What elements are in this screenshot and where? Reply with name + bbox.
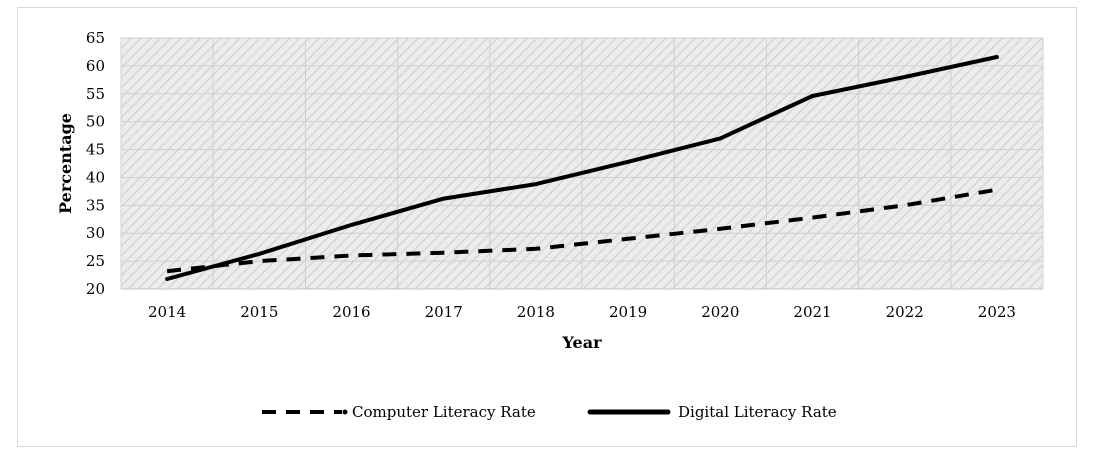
series-layer — [165, 55, 999, 281]
y-tick-label: 60 — [86, 57, 105, 75]
x-tick-label: 2022 — [886, 303, 924, 321]
x-tick-label: 2014 — [148, 303, 186, 321]
x-tick-label: 2019 — [609, 303, 647, 321]
x-axis-title: Year — [561, 333, 602, 352]
y-tick-label: 35 — [86, 196, 105, 214]
x-tick-label: 2015 — [240, 303, 278, 321]
y-tick-label: 65 — [86, 29, 105, 47]
legend-swatch-dot — [342, 409, 348, 415]
y-tick-label: 40 — [86, 168, 105, 186]
y-tick-label: 30 — [86, 224, 105, 242]
x-tick-label: 2018 — [517, 303, 555, 321]
y-tick-label: 45 — [86, 141, 105, 159]
x-axis-ticks: 2014 2015 2016 2017 2018 2019 2020 2021 2022 2023 — [148, 303, 1016, 321]
x-tick-label: 2023 — [978, 303, 1016, 321]
y-axis-title: Percentage — [56, 113, 75, 214]
digital-literacy-line — [165, 55, 999, 281]
legend: Computer Literacy Rate Digital Literacy R… — [262, 403, 837, 421]
y-tick-label: 50 — [86, 113, 105, 131]
legend-label-digital-literacy: Digital Literacy Rate — [678, 403, 837, 421]
legend-label-computer-literacy: Computer Literacy Rate — [352, 403, 536, 421]
x-tick-label: 2020 — [701, 303, 739, 321]
x-tick-label: 2016 — [332, 303, 370, 321]
y-tick-label: 25 — [86, 252, 105, 270]
x-tick-label: 2021 — [793, 303, 831, 321]
y-tick-label: 55 — [86, 85, 105, 103]
y-tick-label: 20 — [86, 280, 105, 298]
x-tick-label: 2017 — [425, 303, 463, 321]
y-axis-ticks: 20 25 30 35 40 45 50 55 60 65 — [86, 29, 105, 298]
computer-literacy-line — [166, 187, 998, 274]
